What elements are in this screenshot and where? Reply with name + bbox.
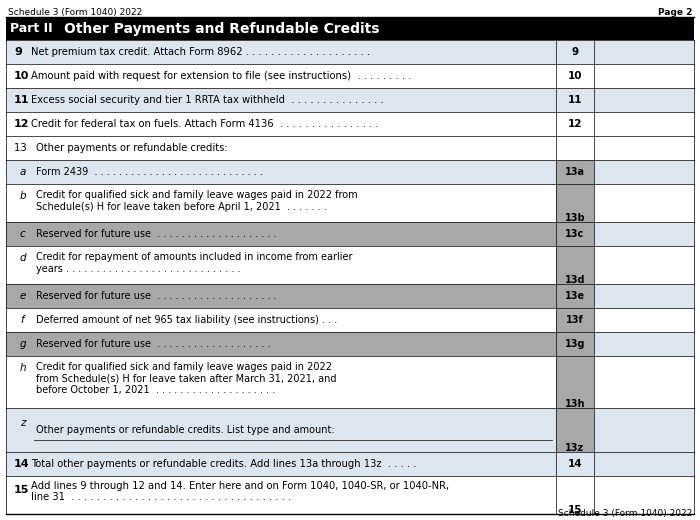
Bar <box>556 284 594 308</box>
Text: f: f <box>20 315 24 325</box>
Bar <box>556 160 594 184</box>
Bar <box>556 308 594 332</box>
Text: Total other payments or refundable credits. Add lines 13a through 13z  . . . . .: Total other payments or refundable credi… <box>31 459 416 469</box>
Bar <box>556 356 594 408</box>
Text: z: z <box>20 418 25 428</box>
Text: 10: 10 <box>14 71 29 81</box>
Bar <box>556 184 594 222</box>
Text: Schedule 3 (Form 1040) 2022: Schedule 3 (Form 1040) 2022 <box>558 509 692 518</box>
Bar <box>556 332 594 356</box>
Text: g: g <box>20 339 27 349</box>
Text: 13e: 13e <box>565 291 585 301</box>
Bar <box>6 17 694 40</box>
Text: Excess social security and tier 1 RRTA tax withheld  . . . . . . . . . . . . . .: Excess social security and tier 1 RRTA t… <box>31 95 384 105</box>
Text: c: c <box>20 229 26 239</box>
Text: e: e <box>20 291 27 301</box>
Text: Credit for federal tax on fuels. Attach Form 4136  . . . . . . . . . . . . . . .: Credit for federal tax on fuels. Attach … <box>31 119 379 129</box>
Text: Deferred amount of net 965 tax liability (see instructions) . . .: Deferred amount of net 965 tax liability… <box>36 315 337 325</box>
Bar <box>6 284 694 308</box>
Text: Schedule(s) H for leave taken before April 1, 2021  . . . . . . .: Schedule(s) H for leave taken before Apr… <box>36 201 327 212</box>
Text: 11: 11 <box>14 95 29 105</box>
Text: 11: 11 <box>568 95 582 105</box>
Bar <box>6 222 694 246</box>
Text: a: a <box>20 167 27 177</box>
Text: Other Payments and Refundable Credits: Other Payments and Refundable Credits <box>64 21 379 35</box>
Text: Amount paid with request for extension to file (see instructions)  . . . . . . .: Amount paid with request for extension t… <box>31 71 412 81</box>
Bar <box>6 284 556 308</box>
Text: before October 1, 2021  . . . . . . . . . . . . . . . . . . . .: before October 1, 2021 . . . . . . . . .… <box>36 385 275 395</box>
Text: Other payments or refundable credits. List type and amount:: Other payments or refundable credits. Li… <box>36 425 335 435</box>
Text: Net premium tax credit. Attach Form 8962 . . . . . . . . . . . . . . . . . . . .: Net premium tax credit. Attach Form 8962… <box>31 47 370 57</box>
Text: 12: 12 <box>14 119 29 129</box>
Bar <box>6 332 694 356</box>
Bar <box>556 408 594 452</box>
Bar <box>6 452 694 476</box>
Text: 15: 15 <box>14 485 29 495</box>
Text: 13b: 13b <box>565 213 585 223</box>
Text: Reserved for future use  . . . . . . . . . . . . . . . . . . . .: Reserved for future use . . . . . . . . … <box>36 229 276 239</box>
Bar <box>556 222 594 246</box>
Text: 13g: 13g <box>565 339 585 349</box>
Text: d: d <box>20 253 27 263</box>
Text: Credit for qualified sick and family leave wages paid in 2022: Credit for qualified sick and family lea… <box>36 362 332 372</box>
Bar <box>6 88 694 112</box>
Bar <box>6 332 556 356</box>
Text: line 31  . . . . . . . . . . . . . . . . . . . . . . . . . . . . . . . . . . .: line 31 . . . . . . . . . . . . . . . . … <box>31 492 291 502</box>
Text: Page 2: Page 2 <box>657 8 692 17</box>
Text: 14: 14 <box>568 459 582 469</box>
Text: 13c: 13c <box>566 229 584 239</box>
Bar <box>6 222 556 246</box>
Text: from Schedule(s) H for leave taken after March 31, 2021, and: from Schedule(s) H for leave taken after… <box>36 373 337 384</box>
Text: 13f: 13f <box>566 315 584 325</box>
Text: 12: 12 <box>568 119 582 129</box>
Text: Part II: Part II <box>10 22 52 35</box>
Text: Credit for repayment of amounts included in income from earlier: Credit for repayment of amounts included… <box>36 252 353 262</box>
Text: 10: 10 <box>568 71 582 81</box>
Text: b: b <box>20 191 27 201</box>
Text: Schedule 3 (Form 1040) 2022: Schedule 3 (Form 1040) 2022 <box>8 8 142 17</box>
Text: 15: 15 <box>568 505 582 515</box>
Bar <box>6 40 694 64</box>
Text: Reserved for future use  . . . . . . . . . . . . . . . . . . . .: Reserved for future use . . . . . . . . … <box>36 291 276 301</box>
Bar <box>6 160 694 184</box>
Text: 13   Other payments or refundable credits:: 13 Other payments or refundable credits: <box>14 143 228 153</box>
Text: h: h <box>20 363 27 373</box>
Bar <box>556 246 594 284</box>
Text: 13d: 13d <box>565 275 585 285</box>
Text: Add lines 9 through 12 and 14. Enter here and on Form 1040, 1040-SR, or 1040-NR,: Add lines 9 through 12 and 14. Enter her… <box>31 481 449 491</box>
Text: 13h: 13h <box>565 399 585 409</box>
Text: 13z: 13z <box>566 443 584 453</box>
Text: years . . . . . . . . . . . . . . . . . . . . . . . . . . . . .: years . . . . . . . . . . . . . . . . . … <box>36 264 241 274</box>
Text: 9: 9 <box>14 47 22 57</box>
Text: 13a: 13a <box>565 167 585 177</box>
Text: Reserved for future use  . . . . . . . . . . . . . . . . . . .: Reserved for future use . . . . . . . . … <box>36 339 270 349</box>
Bar <box>6 408 694 452</box>
Text: 9: 9 <box>571 47 579 57</box>
Text: 14: 14 <box>14 459 29 469</box>
Text: Form 2439  . . . . . . . . . . . . . . . . . . . . . . . . . . . .: Form 2439 . . . . . . . . . . . . . . . … <box>36 167 263 177</box>
Text: Credit for qualified sick and family leave wages paid in 2022 from: Credit for qualified sick and family lea… <box>36 190 358 200</box>
